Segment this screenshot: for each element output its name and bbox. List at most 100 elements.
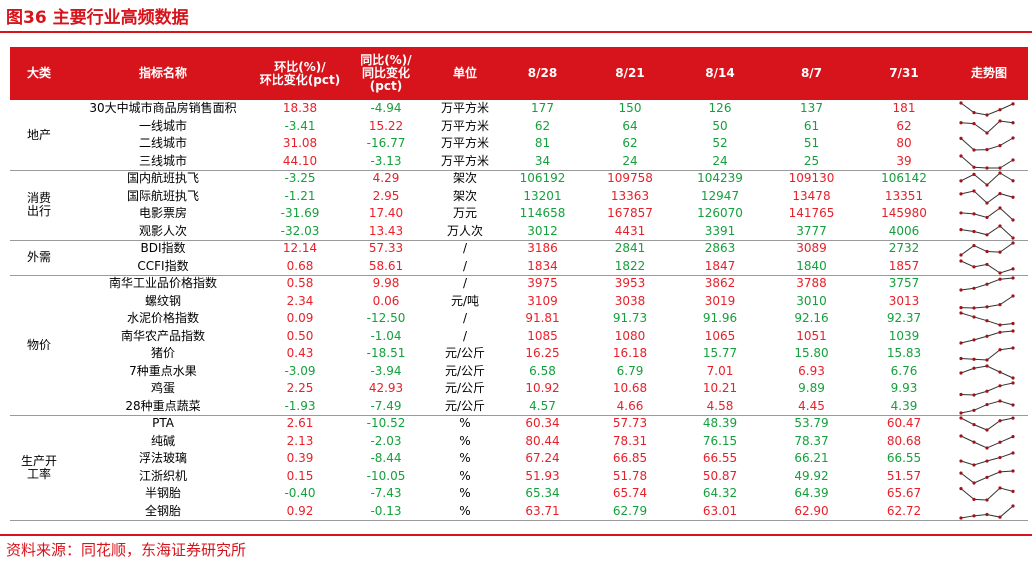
spark-point [972, 393, 976, 397]
value: 51.57 [886, 468, 922, 483]
change: -7.49 [370, 398, 402, 413]
value: 1051 [796, 328, 827, 343]
value: 2841 [614, 241, 646, 256]
change: -3.09 [284, 363, 316, 378]
indicator: 28种重点蔬菜 [125, 398, 201, 413]
spark-line [960, 417, 1014, 431]
column-header: 走势图 [970, 66, 1007, 80]
value: 60.34 [525, 416, 560, 431]
spark-point [998, 277, 1002, 281]
spark-point [1011, 293, 1015, 298]
value: 51 [803, 136, 820, 151]
indicator: 国内航班执飞 [126, 171, 199, 186]
change: -3.94 [370, 363, 402, 378]
spark-point [1011, 195, 1015, 199]
indicator: 30大中城市商品房销售面积 [89, 101, 237, 116]
sparkline [959, 258, 1015, 275]
unit: / [462, 311, 468, 326]
change: 0.43 [286, 346, 314, 361]
value: 16.18 [612, 346, 648, 361]
spark-point [1011, 102, 1015, 106]
indicator: 观影人次 [138, 223, 187, 238]
group-border [10, 520, 1028, 521]
indicator: 二线城市 [138, 136, 187, 151]
spark-point [972, 121, 976, 125]
value: 52 [712, 136, 728, 151]
spark-point [985, 183, 989, 187]
sparkline [959, 381, 1015, 397]
value: 7.01 [706, 363, 734, 378]
spark-point [972, 366, 976, 370]
spark-point [959, 471, 963, 475]
group-name: 生产开 工率 [20, 453, 57, 481]
change: 13.43 [368, 223, 404, 238]
group-border [10, 275, 1028, 276]
change: 57.33 [368, 241, 404, 256]
spark-line [960, 435, 1014, 449]
spark-point [959, 356, 963, 361]
spark-point [985, 232, 989, 236]
value: 4.58 [706, 398, 734, 413]
spark-point [972, 286, 976, 290]
indicator: 水泥价格指数 [126, 311, 199, 326]
change: 2.13 [286, 433, 314, 448]
spark-point [998, 108, 1002, 112]
spark-point [998, 486, 1002, 490]
value: 3010 [796, 293, 827, 308]
value: 78.31 [612, 433, 648, 448]
header-row [10, 47, 1028, 100]
spark-point [985, 249, 989, 254]
spark-point [959, 136, 963, 140]
spark-point [1011, 468, 1015, 473]
unit: 万平方米 [440, 153, 489, 168]
unit: 元/公斤 [444, 398, 486, 413]
spark-point [998, 370, 1002, 374]
spark-line [960, 382, 1014, 396]
value: 63.01 [702, 503, 738, 518]
value: 9.93 [890, 381, 918, 396]
value: 48.39 [702, 416, 738, 431]
value: 15.80 [794, 346, 829, 361]
spark-point [985, 363, 989, 368]
value: 65.34 [525, 486, 560, 501]
unit: % [459, 503, 471, 518]
value: 3186 [527, 241, 558, 256]
change: -1.04 [370, 328, 402, 343]
spark-point [1011, 489, 1015, 493]
spark-point [959, 258, 963, 263]
value: 3788 [796, 276, 827, 291]
indicator: CCFI指数 [137, 258, 189, 273]
value: 81 [534, 136, 551, 151]
value: 1065 [704, 328, 736, 343]
sparkline [959, 328, 1015, 345]
sparkline [959, 206, 1015, 222]
change: 44.10 [282, 153, 318, 168]
indicator: 7种重点水果 [129, 363, 197, 378]
spark-point [1011, 179, 1015, 183]
spark-line [960, 452, 1014, 466]
spark-point [998, 118, 1002, 123]
change: -4.94 [370, 101, 402, 116]
spark-point [998, 206, 1002, 210]
value: 4431 [614, 223, 646, 238]
sparkline [959, 398, 1015, 415]
spark-point [985, 389, 989, 393]
sparkline [959, 486, 1015, 502]
value: 1822 [614, 258, 646, 273]
change: -1.93 [284, 398, 316, 413]
value: 10.68 [612, 381, 648, 396]
value: 34 [534, 153, 551, 168]
value: 2732 [888, 241, 920, 256]
indicator: 鸡蛋 [150, 381, 175, 396]
column-header: 大类 [26, 66, 51, 80]
group-name: 外需 [26, 250, 51, 264]
spark-point [985, 148, 989, 152]
value: 65.74 [612, 486, 648, 501]
value: 66.55 [702, 451, 738, 466]
spark-point [985, 200, 989, 205]
change: -32.03 [280, 223, 320, 238]
spark-point [998, 323, 1002, 327]
spark-line [960, 119, 1014, 134]
unit: 万平方米 [440, 136, 489, 151]
spark-point [959, 433, 963, 438]
